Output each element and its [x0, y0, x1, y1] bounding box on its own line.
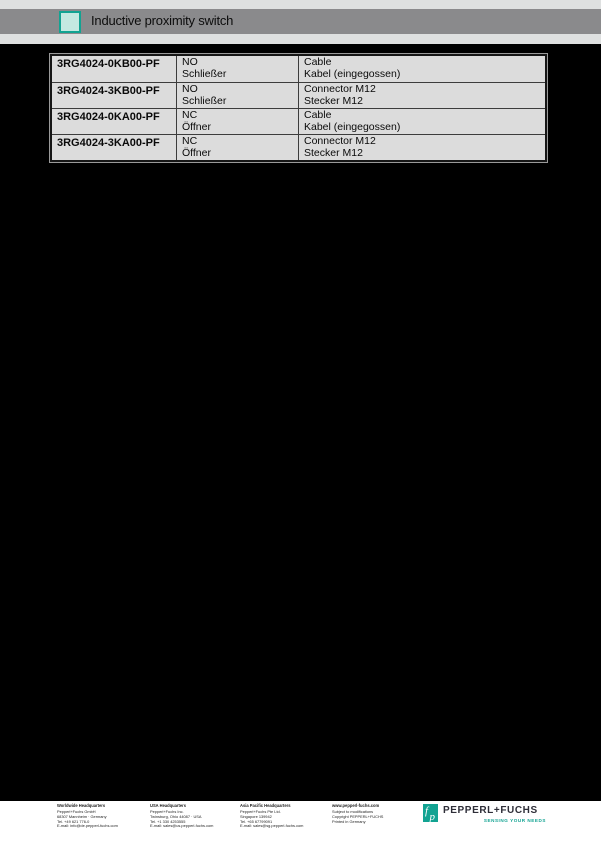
part-number-cell: 3RG4024-3KB00-PF	[52, 82, 176, 108]
connection-cell: Cable Kabel (eingegossen)	[298, 56, 545, 82]
connection-cell: Connector M12 Stecker M12	[298, 82, 545, 108]
connection-en: Connector M12	[304, 135, 376, 147]
function-cell: NO Schließer	[176, 82, 298, 108]
footer-column-usa: USA Headquarters Pepperl+Fuchs Inc. Twin…	[150, 803, 214, 829]
part-number-cell: 3RG4024-0KB00-PF	[57, 58, 160, 70]
connection-cell: Cable Kabel (eingegossen)	[298, 108, 545, 134]
page-title: Inductive proximity switch	[91, 13, 234, 28]
connection-en: Cable	[304, 56, 332, 68]
function-de: Öffner	[182, 120, 211, 133]
part-number-cell: 3RG4024-0KA00-PF	[52, 108, 176, 134]
connection-de: Stecker M12	[304, 94, 363, 107]
function-cell: NC Öffner	[176, 108, 298, 134]
connection-en: Connector M12	[304, 83, 376, 95]
scan-black-region	[0, 44, 601, 801]
function-cell: NC Öffner	[176, 134, 298, 160]
function-en: NC	[182, 135, 198, 147]
function-de: Öffner	[182, 146, 211, 159]
section-marker-icon	[59, 11, 81, 33]
connection-cell: Connector M12 Stecker M12	[298, 134, 545, 160]
function-de: Schließer	[182, 67, 227, 80]
product-table: 3RG4024-0KB00-PF NO Schließer Cable Kabe…	[49, 53, 548, 163]
connection-de: Kabel (eingegossen)	[304, 120, 401, 133]
pepperl-fuchs-logo: f p PEPPERL+FUCHS SENSING YOUR NEEDS	[423, 804, 547, 826]
part-number-cell: 3RG4024-3KA00-PF	[52, 134, 176, 160]
logo-tagline: SENSING YOUR NEEDS	[483, 818, 546, 823]
function-en: NO	[182, 83, 198, 95]
footer: Worldwide Headquarters Pepperl+Fuchs Gmb…	[0, 801, 601, 850]
function-en: NO	[182, 56, 198, 68]
footer-column-asia: Asia Pacific Headquarters Pepperl+Fuchs …	[240, 803, 304, 829]
connection-de: Stecker M12	[304, 146, 363, 159]
function-cell: NO Schließer	[176, 56, 298, 82]
connection-en: Cable	[304, 109, 332, 121]
logo-wordmark: PEPPERL+FUCHS	[443, 805, 538, 816]
title-bar: Inductive proximity switch	[0, 9, 601, 34]
footer-column-web: www.pepperl-fuchs.com Subject to modific…	[332, 803, 384, 824]
function-en: NC	[182, 109, 198, 121]
svg-text:f: f	[425, 805, 430, 817]
function-de: Schließer	[182, 94, 227, 107]
svg-text:p: p	[429, 811, 436, 822]
footer-column-worldwide: Worldwide Headquarters Pepperl+Fuchs Gmb…	[57, 803, 118, 829]
connection-de: Kabel (eingegossen)	[304, 67, 401, 80]
pepperl-fuchs-logo-icon: f p	[423, 804, 438, 823]
